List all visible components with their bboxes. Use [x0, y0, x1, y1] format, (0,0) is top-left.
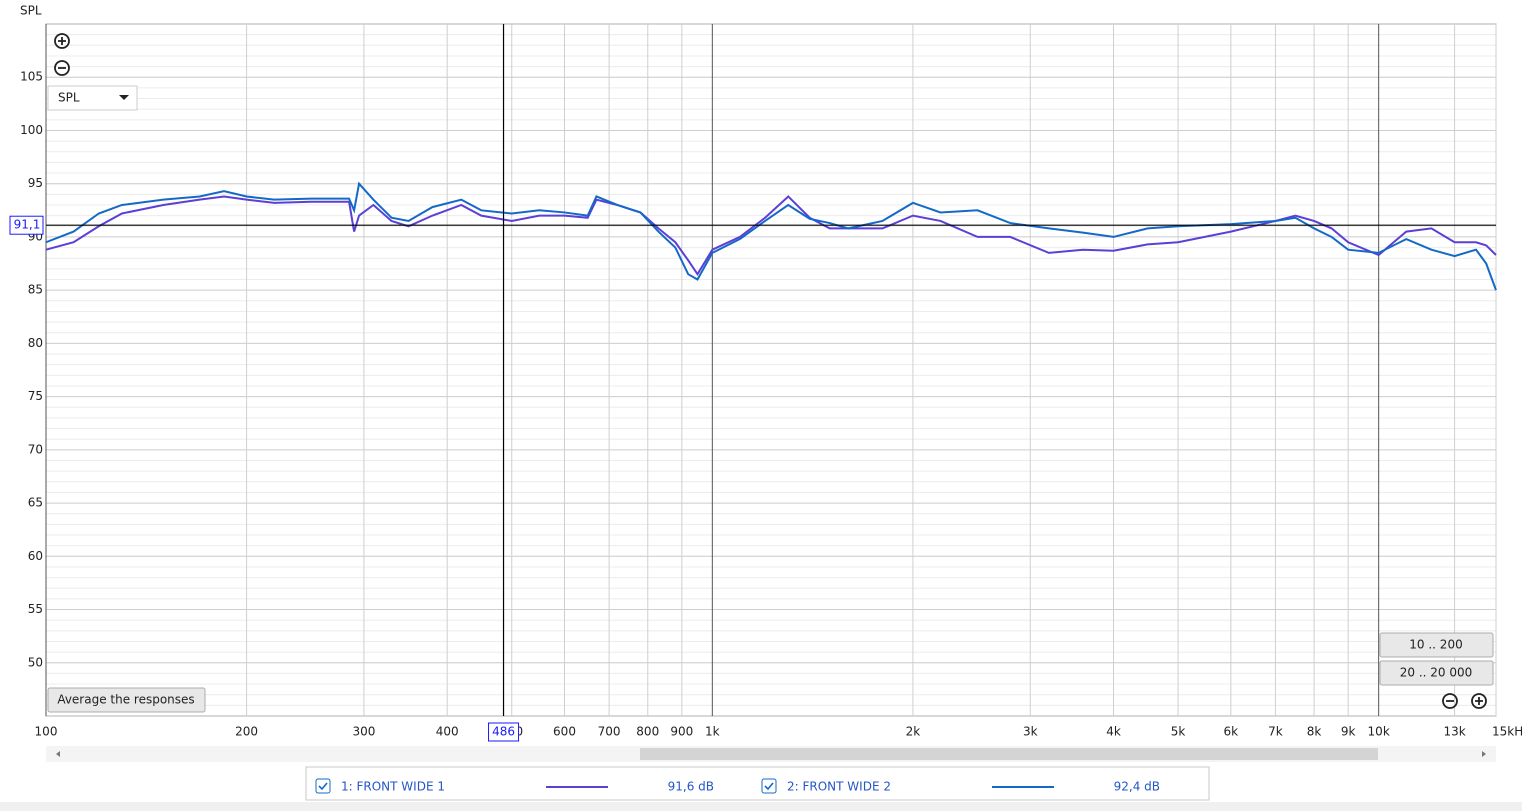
y-tick-label: 75: [28, 389, 43, 403]
y-tick-label: 50: [28, 655, 43, 669]
legend-value: 92,4 dB: [1114, 780, 1160, 794]
legend: 1: FRONT WIDE 1 91,6 dB 2: FRONT WIDE 2 92,…: [315, 778, 1160, 794]
range-button-1[interactable]: [1379, 632, 1494, 658]
x-tick-label: 700: [598, 725, 621, 739]
x-tick-label: 4k: [1106, 725, 1121, 739]
range-label-2: 20 .. 20 000: [1400, 666, 1473, 680]
x-tick-label: 15kHz: [1492, 725, 1522, 739]
x-zoom-in[interactable]: [1471, 693, 1487, 709]
y-tick-label: 95: [28, 176, 43, 190]
x-tick-label: 100: [35, 725, 58, 739]
checkbox-tick: [764, 782, 774, 791]
cursor-x-label: 486: [492, 725, 515, 739]
x-tick-label: 10k: [1368, 725, 1390, 739]
legend-box: [305, 766, 1210, 801]
x-tick-label: 2k: [906, 725, 921, 739]
plot-area: [45, 23, 1497, 717]
x-tick-label: 6k: [1224, 725, 1239, 739]
x-tick-label: 200: [235, 725, 258, 739]
x-tick-label: 9k: [1341, 725, 1356, 739]
y-tick-label: 105: [20, 70, 43, 84]
x-tick-label: 1k: [705, 725, 720, 739]
selector[interactable]: [47, 85, 138, 111]
checkbox-tick: [318, 782, 328, 791]
series-line: [45, 195, 1497, 277]
checkbox-box: [315, 778, 331, 794]
x-tick-label: 3k: [1023, 725, 1038, 739]
y-tick-label: 60: [28, 549, 43, 563]
x-tick-label: 13k: [1443, 725, 1465, 739]
x-zoom-out[interactable]: [1442, 693, 1458, 709]
y-tick-label: 70: [28, 442, 43, 456]
x-tick-label: 300: [352, 725, 375, 739]
x-tick-label: 900: [670, 725, 693, 739]
range-button-2[interactable]: [1379, 660, 1494, 686]
average-label: Average the responses: [57, 693, 194, 707]
axis-title: SPL: [20, 4, 42, 18]
legend-label: 1: FRONT WIDE 1: [341, 780, 445, 794]
x-tick-label: 5k: [1171, 725, 1186, 739]
legend-value: 91,6 dB: [668, 780, 714, 794]
status-bar: [0, 802, 1522, 811]
y-tick-label: 55: [28, 602, 43, 616]
y-tick-label: 85: [28, 283, 43, 297]
x-tick-label: 7k: [1268, 725, 1283, 739]
series-line: [45, 181, 1497, 291]
scrollbar[interactable]: [46, 746, 1496, 762]
lines: [45, 181, 1497, 291]
y-tick-label: 100: [20, 123, 43, 137]
x-tick-label: 8k: [1307, 725, 1322, 739]
x-tick-label: 400: [436, 725, 459, 739]
y-tick-label: 80: [28, 336, 43, 350]
average-button[interactable]: [47, 687, 206, 713]
selector-label: SPL: [58, 91, 80, 105]
legend-checkbox[interactable]: [315, 778, 331, 794]
checkbox-box: [761, 778, 777, 794]
y-tick-label: 65: [28, 496, 43, 510]
zoom-out[interactable]: [54, 60, 70, 76]
grid: [45, 24, 1497, 716]
range-label-1: 10 .. 200: [1409, 638, 1462, 652]
cursor-x-box: [488, 722, 520, 742]
cursor-y-box: [9, 215, 44, 235]
legend-label: 2: FRONT WIDE 2: [787, 780, 891, 794]
x-tick-label: 800: [636, 725, 659, 739]
legend-checkbox[interactable]: [761, 778, 777, 794]
zoom-in[interactable]: [54, 33, 70, 49]
cursor-y-label: 91,1: [14, 218, 41, 232]
x-tick-label: 600: [553, 725, 576, 739]
